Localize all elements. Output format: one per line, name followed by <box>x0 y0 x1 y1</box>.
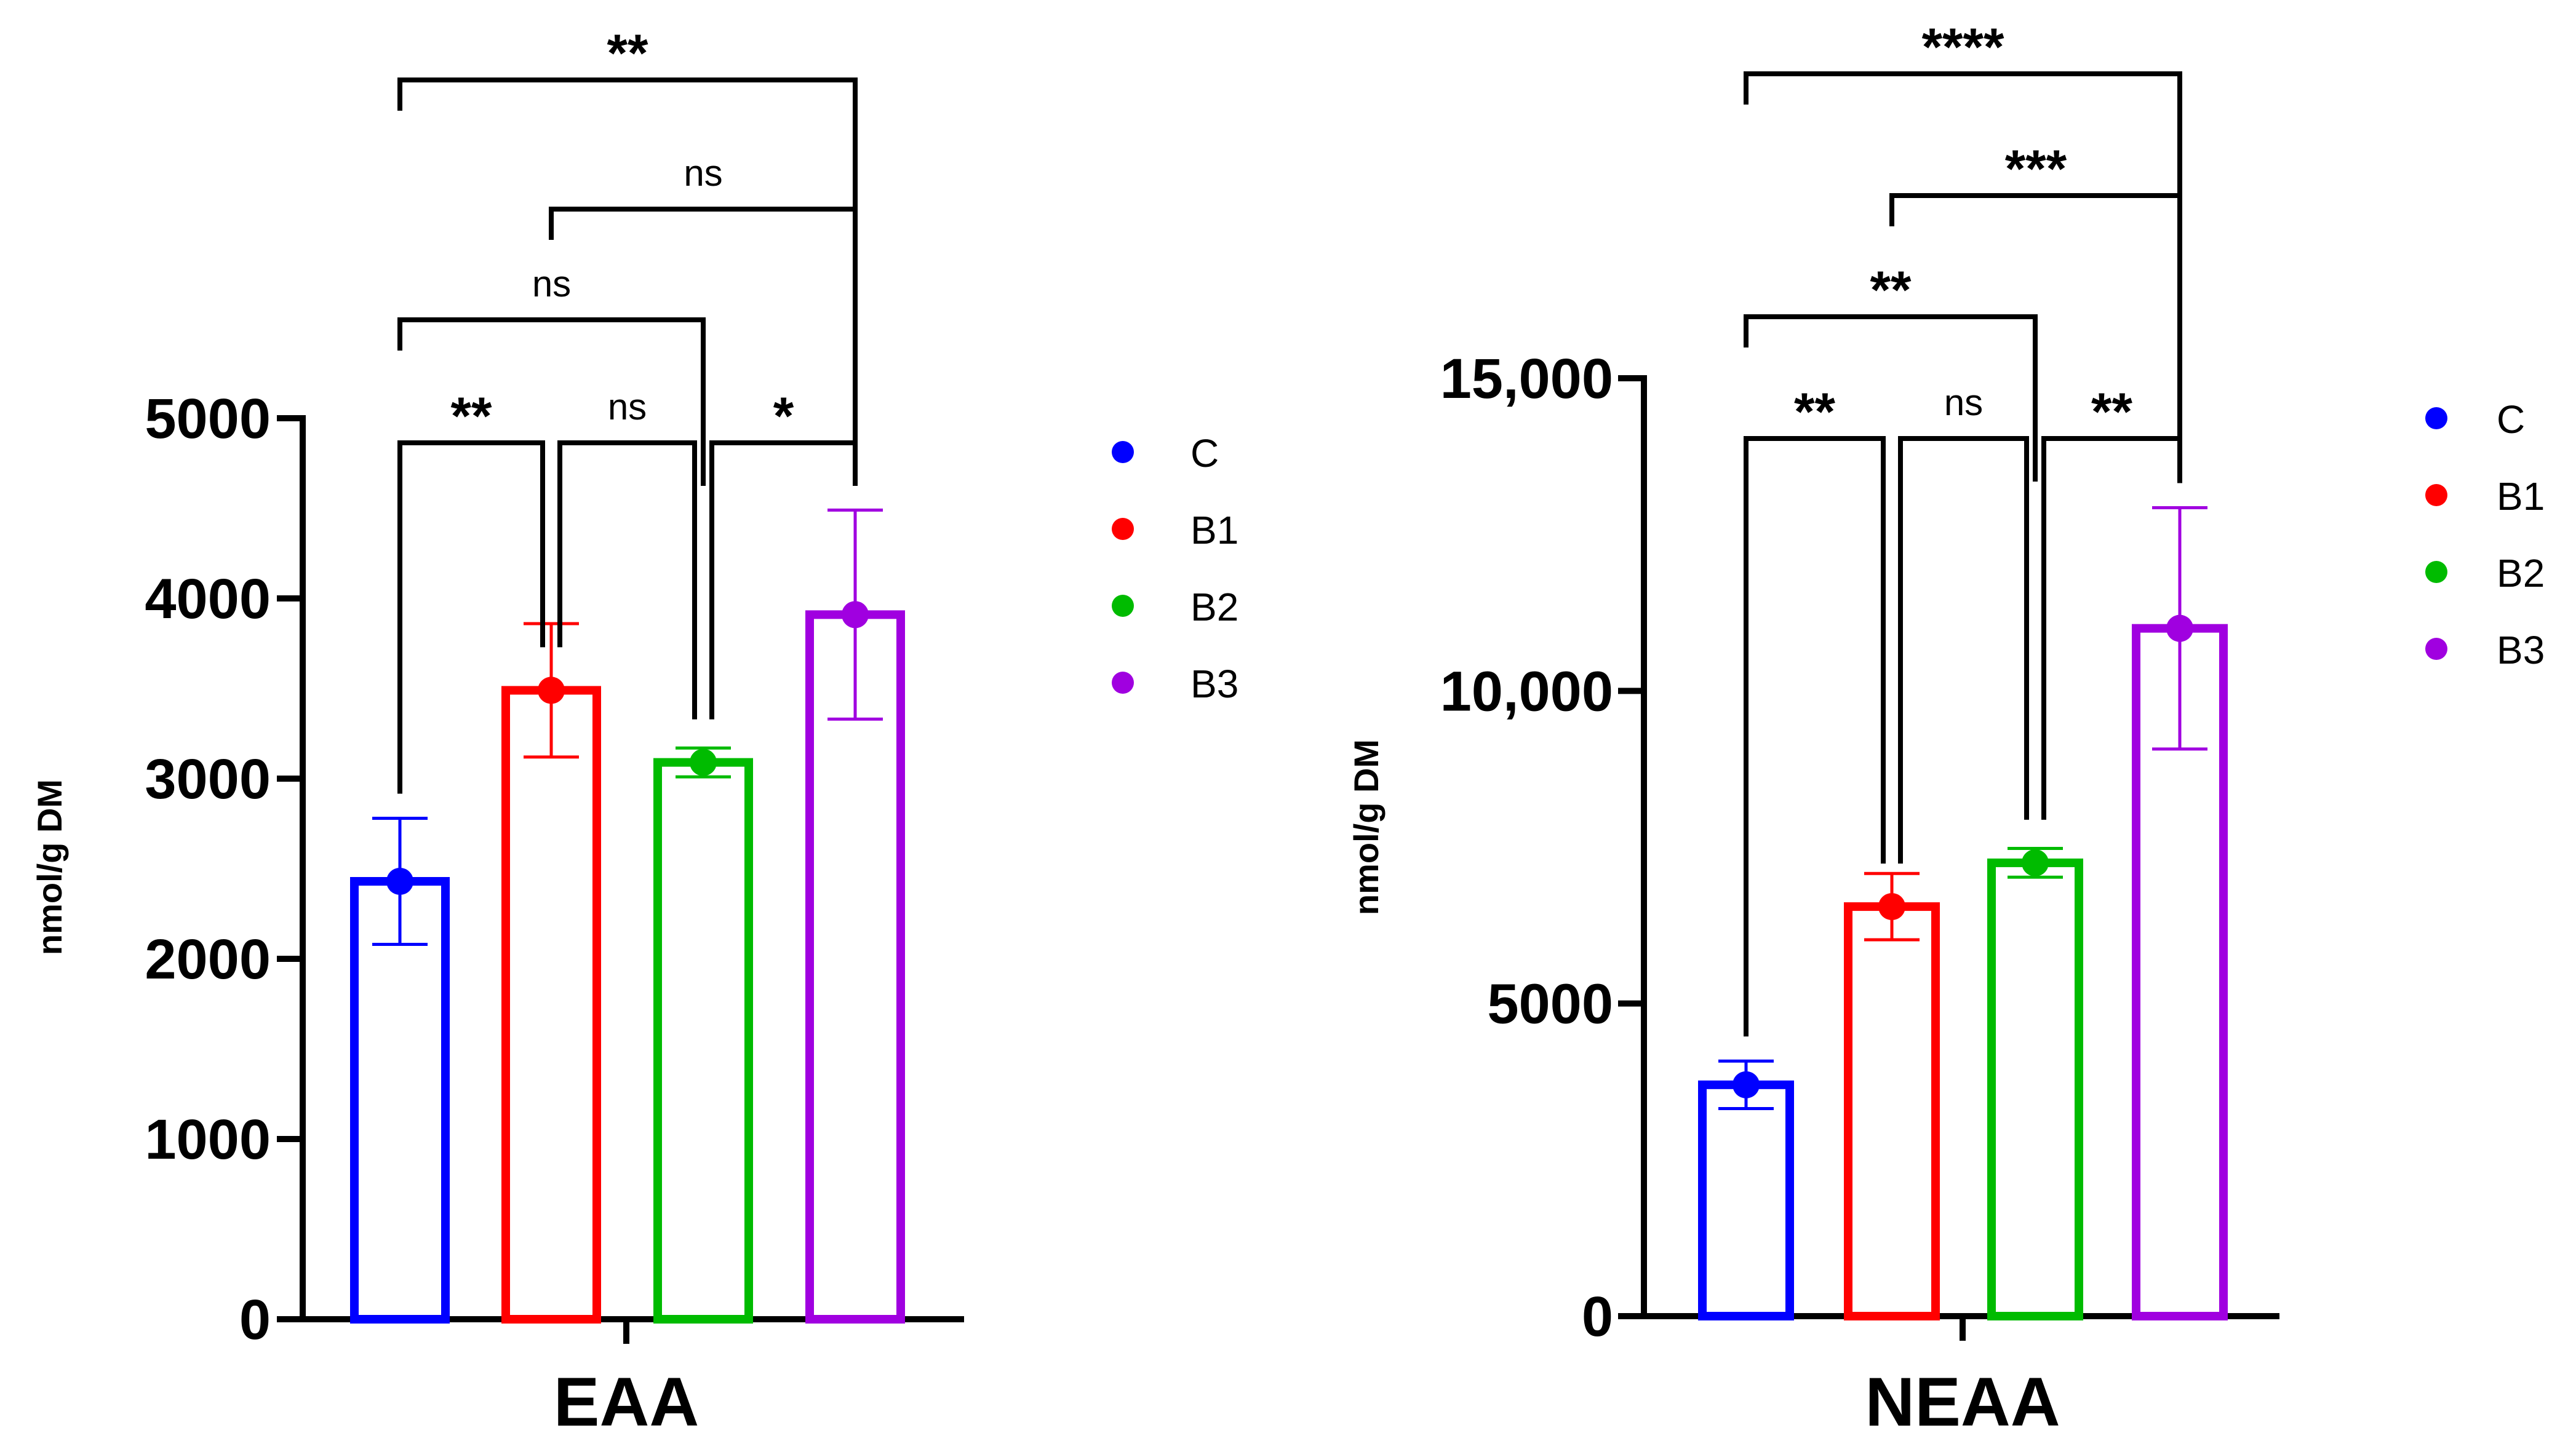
mean-point-B2 <box>2022 849 2049 876</box>
legend-label-B1: B1 <box>1190 508 1238 552</box>
legend-marker-C <box>1112 441 1134 463</box>
significance-label: ** <box>1794 383 1835 442</box>
legend-label-C: C <box>1190 431 1219 475</box>
significance-bracket <box>1744 436 1886 1037</box>
significance-label: * <box>773 387 794 446</box>
significance-label: **** <box>1922 18 2004 77</box>
mean-point-C <box>386 868 413 895</box>
significance-label: ** <box>451 387 492 446</box>
significance-label: ns <box>684 153 722 194</box>
significance-bracket <box>397 317 706 486</box>
bar-B2 <box>653 758 753 1324</box>
y-tick-label: 0 <box>239 1288 271 1351</box>
significance-bracket <box>1744 71 2182 482</box>
chart-panel-eaa: 0 1000 2000 3000 4000 5000 nmol/g DM EAA ** ns * ns… <box>30 24 1238 1440</box>
mean-point-B1 <box>1878 893 1905 921</box>
bar-B1 <box>1844 902 1940 1321</box>
mean-point-B3 <box>842 601 869 629</box>
significance-label: ** <box>2091 383 2132 442</box>
y-tick-label: 0 <box>1582 1285 1613 1348</box>
legend-label-B2: B2 <box>2497 551 2545 595</box>
bar-C <box>1698 1080 1794 1321</box>
y-tick-label: 1000 <box>145 1108 271 1171</box>
significance-bracket <box>1898 436 2029 864</box>
legend-label-B2: B2 <box>1190 585 1238 629</box>
bar-B2 <box>1987 858 2083 1320</box>
legend-marker-B2 <box>1112 595 1134 617</box>
legend-marker-B1 <box>2425 484 2447 506</box>
significance-label: ns <box>608 386 647 427</box>
mean-point-B1 <box>538 677 565 704</box>
y-axis-label: nmol/g DM <box>30 779 69 955</box>
y-axis-label: nmol/g DM <box>1347 739 1386 915</box>
mean-point-B3 <box>2166 614 2193 642</box>
x-axis-label: EAA <box>554 1364 699 1440</box>
y-tick-label: 5000 <box>1487 973 1613 1036</box>
significance-bracket <box>709 440 858 720</box>
significance-label: ** <box>1870 261 1912 320</box>
legend-marker-B1 <box>1112 518 1134 540</box>
significance-bracket <box>557 440 697 720</box>
y-tick-label: 5000 <box>145 387 271 450</box>
legend-marker-B2 <box>2425 561 2447 583</box>
y-tick-label: 3000 <box>145 748 271 811</box>
y-tick-label: 4000 <box>145 568 271 630</box>
significance-bracket <box>397 77 858 486</box>
mean-point-B2 <box>690 748 717 776</box>
x-axis-label: NEAA <box>1865 1364 2060 1440</box>
significance-label: ns <box>532 263 571 304</box>
legend-marker-B3 <box>1112 672 1134 694</box>
y-tick-label: 2000 <box>145 928 271 991</box>
significance-label: ns <box>1944 382 1983 423</box>
legend-marker-C <box>2425 407 2447 429</box>
y-tick-label: 10,000 <box>1440 660 1613 723</box>
bar-B1 <box>501 686 601 1324</box>
legend-label-B3: B3 <box>1190 662 1238 706</box>
legend-marker-B3 <box>2425 638 2447 660</box>
significance-bracket <box>1744 314 2038 482</box>
mean-point-C <box>1733 1071 1760 1098</box>
bar-C <box>350 877 450 1324</box>
significance-label: ** <box>607 24 648 83</box>
legend-label-C: C <box>2497 397 2525 442</box>
y-tick-label: 15,000 <box>1440 347 1613 410</box>
legend-label-B3: B3 <box>2497 628 2545 672</box>
significance-label: *** <box>2005 140 2067 199</box>
legend-label-B1: B1 <box>2497 474 2545 518</box>
significance-bracket <box>397 440 545 794</box>
